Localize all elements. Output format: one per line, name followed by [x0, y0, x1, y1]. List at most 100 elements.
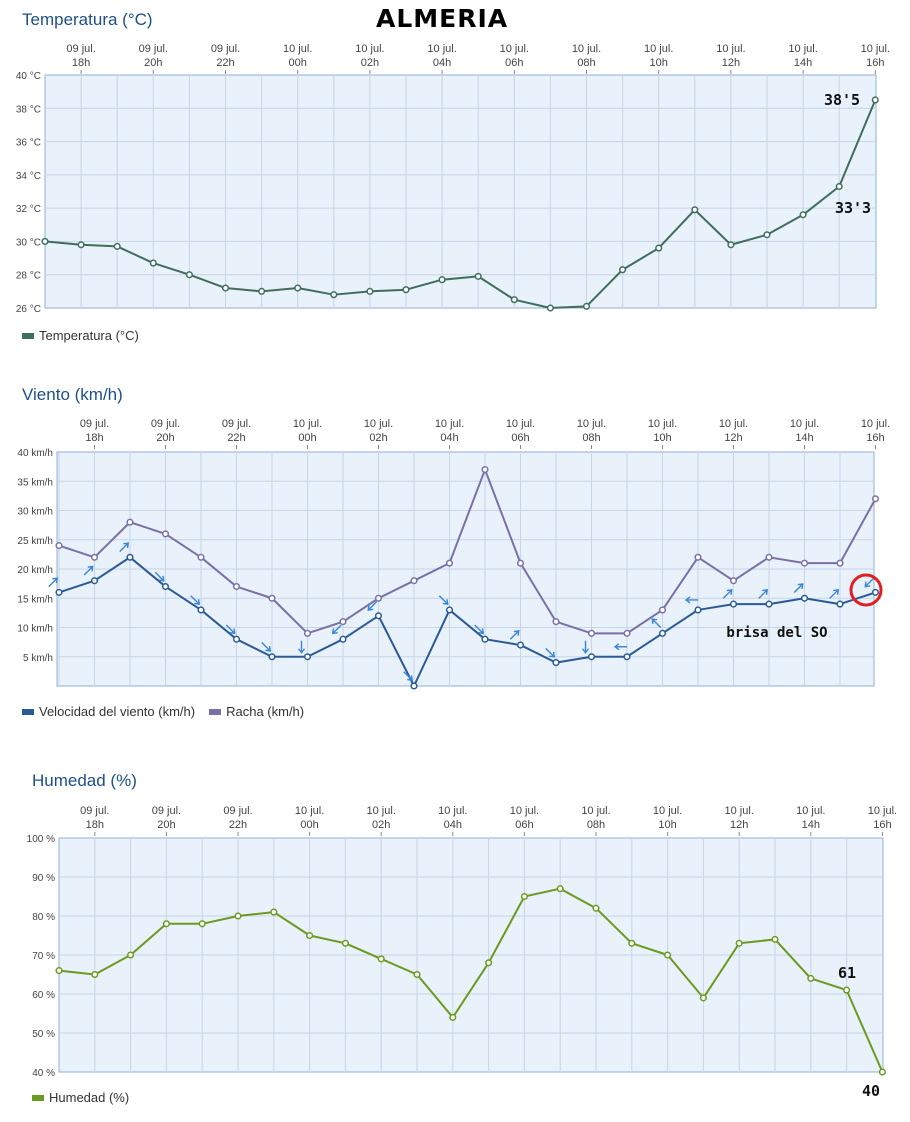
- x-tick-label-date: 10 jul.: [790, 418, 819, 430]
- highlight-circle: [849, 573, 883, 607]
- data-point: [374, 594, 383, 602]
- data-point: [410, 577, 418, 585]
- x-tick-label-hour: 22h: [229, 819, 247, 831]
- temperature-chart-title: Temperatura (°C): [22, 10, 153, 29]
- data-point: [77, 241, 85, 249]
- x-tick-label-date: 10 jul.: [438, 805, 467, 817]
- x-tick-label-date: 10 jul.: [861, 418, 890, 430]
- y-tick-label: 26 °C: [16, 304, 41, 315]
- y-tick-label: 40 km/h: [17, 448, 53, 459]
- data-point: [623, 653, 631, 661]
- legend-swatch: [22, 708, 34, 715]
- x-tick-label-date: 09 jul.: [223, 805, 252, 817]
- x-tick-label-date: 09 jul.: [66, 43, 95, 55]
- annotation-max-temp: 38'5: [824, 91, 860, 109]
- data-point: [729, 600, 738, 608]
- data-point: [162, 920, 170, 928]
- wind-direction-arrow: [545, 647, 556, 658]
- data-point: [113, 242, 121, 250]
- data-point: [763, 231, 771, 239]
- wind-direction-arrow: [758, 589, 769, 599]
- humidity-legend[interactable]: Humedad (%): [32, 1090, 137, 1105]
- wind-direction-arrow: [83, 565, 94, 576]
- wind-direction-arrow: [48, 577, 59, 588]
- data-point: [413, 970, 421, 979]
- annotation-temp-15h: 33'3: [835, 199, 871, 217]
- x-tick-label-date: 10 jul.: [355, 43, 384, 55]
- wind-direction-arrow: [119, 542, 130, 553]
- x-tick-label-hour: 02h: [372, 819, 390, 831]
- x-tick-label-date: 10 jul.: [364, 418, 393, 430]
- y-tick-label: 70 %: [32, 951, 55, 962]
- y-tick-label: 30 °C: [16, 237, 41, 248]
- y-tick-label: 80 %: [32, 912, 55, 923]
- wind-legend[interactable]: Velocidad del viento (km/h) Racha (km/h): [22, 704, 312, 719]
- x-tick-label-date: 10 jul.: [295, 805, 324, 817]
- data-point: [552, 659, 560, 667]
- x-tick-label-hour: 18h: [86, 819, 104, 831]
- x-tick-label-hour: 04h: [433, 57, 451, 69]
- data-point: [341, 939, 349, 947]
- series-line: [58, 556, 876, 687]
- x-tick-label-date: 10 jul.: [283, 43, 312, 55]
- legend-item-wind-speed[interactable]: Velocidad del viento (km/h): [22, 704, 195, 719]
- data-point: [836, 600, 844, 608]
- x-tick-label-date: 10 jul.: [435, 418, 464, 430]
- data-point: [41, 237, 49, 245]
- x-tick-label-hour: 16h: [866, 432, 884, 444]
- x-tick-label-date: 09 jul.: [211, 43, 240, 55]
- data-point: [270, 908, 278, 916]
- x-tick-label-date: 10 jul.: [572, 43, 601, 55]
- x-tick-label-date: 10 jul.: [510, 805, 539, 817]
- y-tick-label: 90 %: [32, 873, 55, 884]
- data-point: [592, 904, 600, 912]
- humidity-chart-title: Humedad (%): [32, 771, 137, 790]
- legend-item-humidity[interactable]: Humedad (%): [32, 1090, 129, 1105]
- annotation-breeze: brisa del SO: [726, 625, 827, 641]
- data-point: [516, 559, 525, 567]
- data-point: [485, 959, 493, 967]
- wind-direction-arrow: [154, 571, 165, 582]
- wind-direction-arrow: [793, 583, 804, 593]
- x-tick-label-date: 09 jul.: [80, 805, 109, 817]
- x-tick-label-hour: 14h: [795, 432, 813, 444]
- y-tick-label: 36 °C: [16, 138, 41, 149]
- data-point: [735, 939, 743, 947]
- data-point: [258, 287, 266, 295]
- data-point: [91, 970, 99, 979]
- data-point: [90, 553, 99, 561]
- data-point: [807, 974, 815, 982]
- temperature-legend[interactable]: Temperatura (°C): [22, 328, 147, 343]
- x-tick-label-date: 10 jul.: [725, 805, 754, 817]
- data-point: [445, 606, 454, 614]
- legend-label: Temperatura (°C): [39, 328, 139, 343]
- data-point: [481, 466, 489, 474]
- x-tick-label-hour: 22h: [216, 57, 234, 69]
- data-point: [658, 629, 667, 637]
- data-point: [339, 618, 347, 626]
- legend-item-gust[interactable]: Racha (km/h): [209, 704, 304, 719]
- y-tick-label: 50 %: [32, 1029, 55, 1040]
- data-point: [699, 994, 707, 1002]
- x-tick-label-hour: 04h: [440, 432, 458, 444]
- y-tick-label: 25 km/h: [17, 536, 53, 547]
- data-point: [628, 939, 636, 947]
- wind-chart-title: Viento (km/h): [22, 385, 123, 404]
- legend-item-temperature[interactable]: Temperatura (°C): [22, 328, 139, 343]
- data-point: [126, 518, 134, 526]
- wind-direction-arrow: [581, 640, 590, 654]
- data-point: [474, 272, 482, 280]
- data-point: [438, 276, 446, 284]
- x-tick-label-date: 10 jul.: [644, 43, 673, 55]
- x-tick-label-hour: 06h: [511, 432, 529, 444]
- y-tick-label: 38 °C: [16, 104, 41, 115]
- data-point: [149, 259, 157, 267]
- data-point: [303, 629, 312, 637]
- y-tick-label: 40 °C: [16, 71, 41, 82]
- x-tick-label-hour: 08h: [582, 432, 600, 444]
- x-tick-label-hour: 12h: [724, 432, 742, 444]
- data-point: [90, 577, 99, 585]
- wind-direction-arrow: [225, 624, 236, 635]
- x-tick-label-date: 10 jul.: [500, 43, 529, 55]
- x-tick-label-hour: 08h: [577, 57, 595, 69]
